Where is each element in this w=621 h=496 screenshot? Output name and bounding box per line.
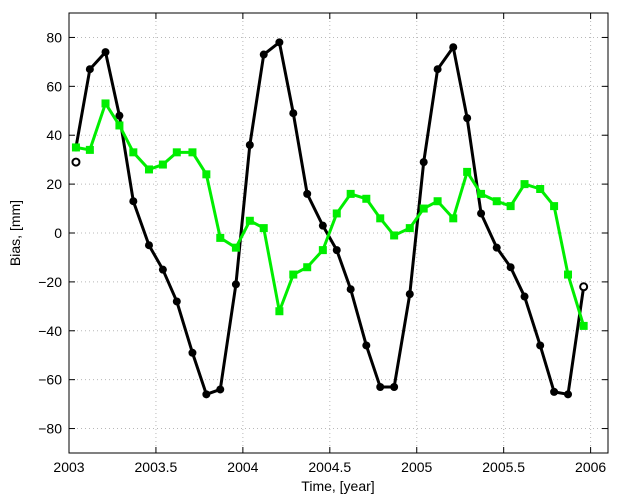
- x-tick-label: 2005.5: [482, 459, 525, 475]
- data-point: [492, 243, 501, 252]
- y-tick-label: 20: [46, 176, 62, 192]
- data-point: [579, 321, 588, 330]
- data-point: [245, 216, 254, 225]
- data-point: [158, 265, 167, 274]
- data-point: [332, 246, 341, 255]
- y-tick-label: −60: [38, 372, 62, 388]
- data-point: [129, 197, 138, 206]
- data-point: [318, 221, 327, 230]
- y-tick-label: 80: [46, 29, 62, 45]
- y-tick-label: 60: [46, 78, 62, 94]
- data-point: [303, 263, 312, 272]
- data-point: [144, 165, 153, 174]
- data-point: [71, 143, 80, 152]
- data-point: [520, 292, 529, 301]
- data-point: [332, 209, 341, 218]
- data-point: [85, 65, 94, 74]
- data-point: [405, 290, 414, 299]
- data-point: [115, 111, 124, 120]
- y-tick-label: −40: [38, 323, 62, 339]
- data-point: [101, 99, 110, 108]
- y-tick-label: −20: [38, 274, 62, 290]
- data-point: [550, 387, 559, 396]
- x-tick-label: 2004: [227, 459, 258, 475]
- series-0: [71, 38, 588, 399]
- open-marker: [71, 157, 81, 167]
- open-marker: [579, 282, 589, 292]
- data-point: [564, 390, 573, 399]
- data-point: [376, 214, 385, 223]
- data-point: [275, 38, 284, 47]
- data-point: [550, 202, 559, 211]
- data-point: [362, 194, 371, 203]
- series-layer: [71, 38, 589, 399]
- data-point: [259, 224, 268, 233]
- y-tick-label: 0: [54, 225, 62, 241]
- x-tick-label: 2003.5: [135, 459, 178, 475]
- data-point: [115, 121, 124, 130]
- tick-marks: [68, 13, 608, 453]
- data-point: [433, 197, 442, 206]
- data-point: [129, 148, 138, 157]
- data-point: [506, 263, 515, 272]
- data-point: [449, 43, 458, 52]
- data-point: [144, 241, 153, 250]
- data-point: [346, 285, 355, 294]
- data-point: [202, 390, 211, 399]
- data-point: [216, 233, 225, 242]
- series-1: [71, 99, 588, 330]
- x-tick-label: 2003: [53, 459, 84, 475]
- data-point: [390, 231, 399, 240]
- data-point: [172, 148, 181, 157]
- data-point: [289, 109, 298, 118]
- data-point: [289, 270, 298, 279]
- data-point: [419, 158, 428, 167]
- data-point: [245, 141, 254, 149]
- data-point: [463, 114, 472, 123]
- data-point: [536, 341, 545, 350]
- data-point: [390, 383, 399, 391]
- x-tick-label: 2005: [401, 459, 432, 475]
- data-point: [275, 307, 284, 316]
- data-point: [231, 243, 240, 252]
- data-point: [506, 202, 515, 211]
- plot-area: [69, 13, 608, 453]
- data-point: [477, 209, 486, 218]
- series-line: [74, 40, 586, 396]
- data-point: [346, 189, 355, 198]
- data-point: [303, 189, 312, 198]
- data-point: [520, 180, 529, 189]
- data-point: [564, 270, 573, 279]
- data-point: [477, 189, 486, 198]
- data-point: [449, 214, 458, 223]
- data-point: [216, 385, 225, 394]
- data-point: [419, 204, 428, 213]
- data-point: [101, 48, 110, 57]
- data-point: [492, 197, 501, 206]
- y-tick-label: −80: [38, 421, 62, 437]
- data-point: [158, 160, 167, 169]
- data-point: [202, 170, 211, 179]
- data-point: [536, 185, 545, 193]
- x-tick-label: 2006: [575, 459, 606, 475]
- y-tick-labels: −80 −60 −40 −20 0 20 40 60 80: [38, 29, 62, 436]
- data-point: [85, 145, 94, 154]
- y-axis-label: Bias, [mm]: [7, 200, 23, 266]
- data-point: [433, 65, 442, 74]
- data-point: [405, 224, 414, 233]
- x-tick-label: 2004.5: [308, 459, 351, 475]
- data-point: [362, 341, 371, 350]
- data-point: [172, 297, 181, 306]
- x-axis-label: Time, [year]: [301, 478, 374, 494]
- data-point: [188, 348, 197, 357]
- data-point: [188, 148, 197, 157]
- data-point: [463, 167, 472, 176]
- data-point: [231, 280, 240, 289]
- data-point: [318, 246, 327, 255]
- x-tick-labels: 2003 2003.5 2004 2004.5 2005 2005.5 2006: [53, 459, 606, 475]
- data-point: [376, 383, 385, 391]
- y-tick-label: 40: [46, 127, 62, 143]
- data-point: [259, 50, 268, 59]
